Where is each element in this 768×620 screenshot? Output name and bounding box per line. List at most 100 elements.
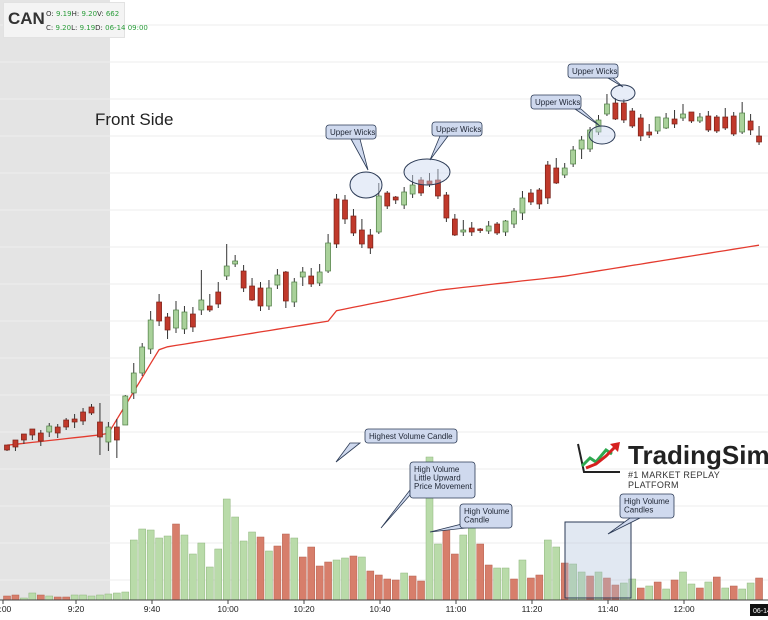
candle-body: [342, 199, 348, 220]
axis-tick-label: 11:20: [522, 604, 543, 614]
callout-text: High Volume: [464, 507, 510, 516]
candle: [747, 114, 754, 135]
volume-bar: [214, 548, 222, 601]
axis-tick-label: 11:40: [598, 604, 619, 614]
candle: [350, 209, 357, 236]
candle: [206, 294, 213, 312]
candle-body: [409, 184, 416, 195]
candle-body: [747, 120, 754, 131]
callout-text: Upper Wicks: [330, 128, 375, 137]
volume-bar: [222, 498, 231, 601]
candle: [80, 408, 86, 425]
candle-body: [494, 223, 500, 234]
volume-bar: [408, 575, 417, 601]
candle: [553, 158, 560, 184]
candle-body: [308, 275, 315, 285]
candle: [325, 234, 331, 273]
candle: [452, 214, 458, 236]
candle: [401, 187, 407, 209]
candle: [494, 222, 500, 235]
volume-bar: [113, 592, 121, 601]
candle-body: [105, 426, 112, 443]
volume-bar: [299, 556, 307, 601]
candle: [274, 269, 281, 289]
candle-body: [88, 406, 95, 414]
candle-body: [113, 426, 120, 441]
date-tag-background: [750, 604, 768, 616]
candle-body: [646, 131, 653, 136]
annotation-callout: Upper Wicks: [530, 94, 601, 127]
callout-text: Upper Wicks: [535, 98, 580, 107]
candle: [544, 161, 551, 204]
volume-bar: [163, 535, 172, 601]
volume-bar: [206, 566, 214, 601]
candle-body: [739, 112, 746, 133]
candle-body: [12, 439, 19, 448]
candle-body: [223, 265, 230, 277]
candle: [697, 113, 703, 123]
axis-tick-label: 12:00: [673, 604, 695, 614]
candle-body: [147, 319, 154, 350]
candle: [620, 99, 627, 123]
annotation-labels: Upper Wicks Upper Wicks Upper Wicks Upper W…: [325, 63, 675, 535]
volume-bar: [79, 594, 87, 601]
candle: [266, 280, 272, 310]
candle-body: [130, 372, 137, 394]
volume-bar: [729, 585, 738, 601]
callout-text: Upper Wicks: [572, 67, 617, 76]
candle-body: [587, 129, 593, 150]
logo-chart-icon: [577, 442, 620, 473]
candle-body: [553, 167, 560, 184]
candle-body: [460, 229, 467, 233]
candle-body: [156, 301, 162, 322]
candle-body: [215, 291, 222, 305]
candle-body: [561, 167, 568, 176]
callout-pointer: [350, 138, 369, 171]
candle: [12, 439, 19, 451]
candle: [291, 278, 298, 307]
candle-body: [164, 316, 171, 331]
volume-bar: [282, 533, 290, 601]
candle: [688, 111, 695, 123]
candle: [342, 195, 348, 224]
candle-body: [620, 102, 627, 121]
candle-body: [502, 220, 509, 233]
candle: [283, 271, 289, 308]
candle-body: [139, 346, 146, 374]
volume-bar: [552, 546, 560, 601]
volume-bar: [746, 582, 755, 601]
candle-body: [671, 118, 678, 125]
candle: [63, 418, 70, 430]
candle: [37, 430, 44, 446]
candle: [29, 428, 36, 440]
candle-body: [697, 116, 703, 122]
callout-box: [567, 63, 619, 79]
candle-body: [316, 271, 323, 284]
candle: [88, 404, 95, 415]
volume-bar: [273, 545, 282, 601]
callout-text: Price Movement: [414, 482, 473, 491]
candle: [198, 270, 205, 315]
candle-body: [257, 287, 264, 307]
candle-body: [528, 192, 534, 203]
candle-body: [80, 411, 86, 422]
callout-pointer: [606, 77, 624, 88]
volume-bar: [468, 527, 476, 601]
volume-bar: [28, 592, 37, 601]
callout-text: Highest Volume Candle: [369, 432, 453, 441]
volume-bar: [721, 587, 729, 601]
callout-text: High Volume: [414, 465, 460, 474]
candle-body: [249, 285, 255, 301]
candle-body: [29, 428, 36, 436]
candle-body: [452, 218, 458, 236]
candle: [299, 267, 306, 286]
annotation-callout: Upper Wicks: [567, 63, 624, 88]
annotation-callout: Upper Wicks: [325, 124, 377, 171]
candle: [190, 307, 196, 332]
candle: [257, 282, 264, 311]
axis-tick-label: 9:20: [68, 604, 85, 614]
highlight-circle: [610, 84, 636, 102]
